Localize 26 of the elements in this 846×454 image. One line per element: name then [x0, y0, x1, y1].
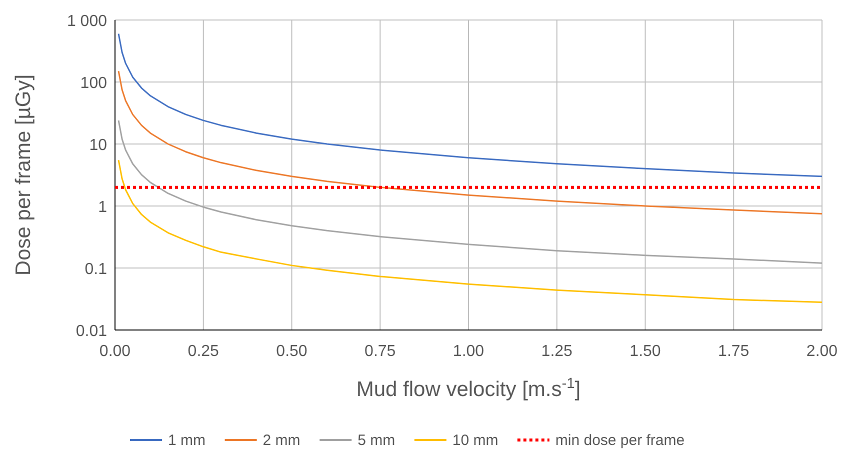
x-tick-label: 0.25	[188, 343, 220, 360]
x-tick-label: 0.50	[276, 343, 308, 360]
x-tick-label: 0.75	[364, 343, 396, 360]
legend-label: 5 mm	[358, 432, 396, 449]
line-series	[118, 159, 823, 304]
y-tick-label: 1 000	[66, 13, 108, 30]
x-tick-label: 1.00	[452, 343, 484, 360]
x-tick-label: 1.75	[718, 343, 750, 360]
x-tick-label: 1.50	[630, 343, 661, 360]
x-axis-title: Mud flow velocity [m.s$^{-1}$]	[356, 376, 581, 401]
x-tick-label: 0.00	[99, 343, 131, 360]
y-tick-label: 0.1	[84, 261, 108, 278]
legend-label: 10 mm	[452, 432, 498, 449]
y-tick-label: 1	[98, 199, 108, 216]
line-series	[118, 120, 823, 264]
y-tick-label: 100	[80, 75, 108, 92]
legend-label: 1 mm	[168, 432, 206, 449]
y-tick-label: 10	[89, 137, 108, 154]
x-tick-label: 2.00	[806, 343, 838, 360]
legend-label: 2 mm	[262, 432, 300, 449]
legend-label: min dose per frame	[555, 432, 685, 449]
x-tick-label: 1.25	[541, 343, 573, 360]
y-axis-title: Dose per frame [µGy]	[12, 74, 35, 276]
y-tick-label: 0.01	[76, 323, 108, 340]
line-series	[118, 70, 823, 214]
line-series	[118, 33, 823, 178]
